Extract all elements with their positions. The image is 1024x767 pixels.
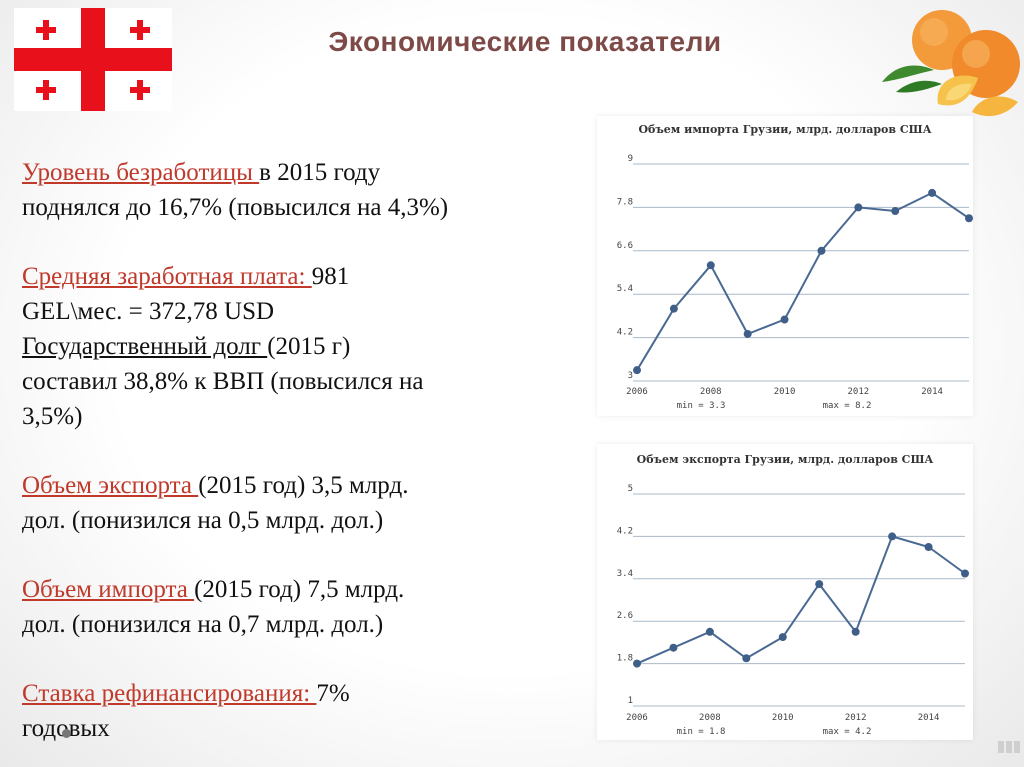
unemployment-value: поднялся до 16,7% (повысился на 4,3%): [22, 194, 449, 221]
series-line: [636, 535, 966, 665]
x-tick-label: 2012: [845, 713, 867, 723]
import-chart: Объем импорта Грузии, млрд. долларов США…: [617, 123, 973, 411]
data-point: [854, 203, 863, 212]
y-tick-label: 2.6: [617, 611, 633, 621]
y-tick-label: 5.4: [617, 284, 633, 294]
unemployment-paragraph: Уровень безработицы в 2015 году поднялся…: [22, 155, 582, 225]
data-point: [924, 543, 933, 551]
import-chart-card: Объем импорта Грузии, млрд. долларов США…: [597, 116, 973, 416]
slide-corner-icon: [998, 741, 1020, 753]
chart-title: Объем экспорта Грузии, млрд. долларов СШ…: [637, 453, 934, 466]
series-line: [636, 191, 970, 371]
y-tick-label: 1.8: [617, 654, 633, 664]
x-tick-label: 2008: [700, 387, 722, 397]
indicators-text: Уровень безработицы в 2015 году поднялся…: [22, 155, 582, 746]
data-point: [669, 643, 678, 652]
georgia-flag-icon: [14, 8, 172, 111]
import-change: дол. (понизился на 0,7 млрд. дол.): [22, 611, 384, 638]
data-point: [815, 580, 824, 589]
salary-value: 981: [311, 263, 350, 290]
data-point: [633, 659, 641, 668]
min-label: min = 1.8: [677, 727, 726, 737]
refinancing-paragraph: Ставка рефинансирования: 7% годовых: [22, 676, 582, 746]
export-link[interactable]: Объем экспорта: [22, 472, 199, 499]
data-point: [961, 569, 969, 578]
x-tick-label: 2010: [774, 387, 796, 397]
slide-bullet-dot: [62, 729, 71, 738]
debt-year: (2015 г): [267, 333, 351, 360]
refinancing-link[interactable]: Ставка рефинансирования:: [22, 680, 317, 707]
y-tick-label: 5: [628, 484, 633, 494]
data-point: [817, 246, 826, 255]
data-point: [888, 532, 897, 541]
x-tick-label: 2006: [626, 387, 648, 397]
y-tick-label: 4.2: [617, 328, 633, 338]
import-link[interactable]: Объем импорта: [22, 576, 195, 603]
data-point: [778, 633, 787, 642]
y-tick-label: 4.2: [617, 526, 633, 536]
refinancing-value: 7%: [316, 680, 350, 707]
data-point: [891, 207, 900, 216]
data-point: [743, 329, 752, 338]
data-point: [706, 261, 715, 270]
y-tick-label: 7.8: [617, 197, 633, 207]
y-tick-label: 3: [628, 371, 633, 381]
y-tick-label: 9: [628, 154, 633, 164]
debt-label: Государственный долг: [22, 333, 268, 360]
import-value: (2015 год) 7,5 млрд.: [194, 576, 405, 603]
x-tick-label: 2008: [699, 713, 721, 723]
salary-paragraph: Средняя заработная плата: 981 GEL\мес. =…: [22, 259, 582, 329]
data-point: [965, 214, 973, 223]
min-label: min = 3.3: [677, 401, 726, 411]
debt-value: составил 38,8% к ВВП (повысился на: [22, 368, 424, 395]
unemployment-year: в 2015 году: [259, 159, 381, 186]
x-tick-label: 2014: [918, 713, 940, 723]
x-tick-label: 2014: [921, 387, 943, 397]
unemployment-link[interactable]: Уровень безработицы: [22, 159, 260, 186]
export-change: дол. (понизился на 0,5 млрд. дол.): [22, 507, 384, 534]
x-tick-label: 2010: [772, 713, 794, 723]
x-tick-label: 2012: [847, 387, 869, 397]
export-chart-card: Объем экспорта Грузии, млрд. долларов СШ…: [597, 444, 973, 740]
chart-title: Объем импорта Грузии, млрд. долларов США: [638, 123, 931, 136]
export-paragraph: Объем экспорта (2015 год) 3,5 млрд. дол.…: [22, 468, 582, 538]
salary-conversion: GEL\мес. = 372,78 USD: [22, 298, 275, 325]
export-value: (2015 год) 3,5 млрд.: [198, 472, 409, 499]
data-point: [742, 654, 751, 663]
debt-change: 3,5%): [22, 403, 83, 430]
data-point: [851, 627, 860, 636]
debt-paragraph: Государственный долг (2015 г) составил 3…: [22, 329, 582, 434]
salary-link[interactable]: Средняя заработная плата:: [22, 263, 312, 290]
data-point: [780, 315, 789, 324]
x-tick-label: 2006: [626, 713, 648, 723]
peach-icon: [882, 10, 1020, 117]
max-label: max = 8.2: [823, 401, 872, 411]
max-label: max = 4.2: [823, 727, 872, 737]
y-tick-label: 1: [628, 696, 633, 706]
data-point: [669, 304, 678, 313]
page-title: Экономические показатели: [328, 26, 722, 57]
export-chart: Объем экспорта Грузии, млрд. долларов СШ…: [617, 453, 969, 737]
data-point: [633, 366, 641, 375]
y-tick-label: 3.4: [617, 569, 633, 579]
import-paragraph: Объем импорта (2015 год) 7,5 млрд. дол. …: [22, 572, 582, 642]
y-tick-label: 6.6: [617, 241, 633, 251]
data-point: [928, 188, 937, 197]
data-point: [705, 627, 714, 636]
